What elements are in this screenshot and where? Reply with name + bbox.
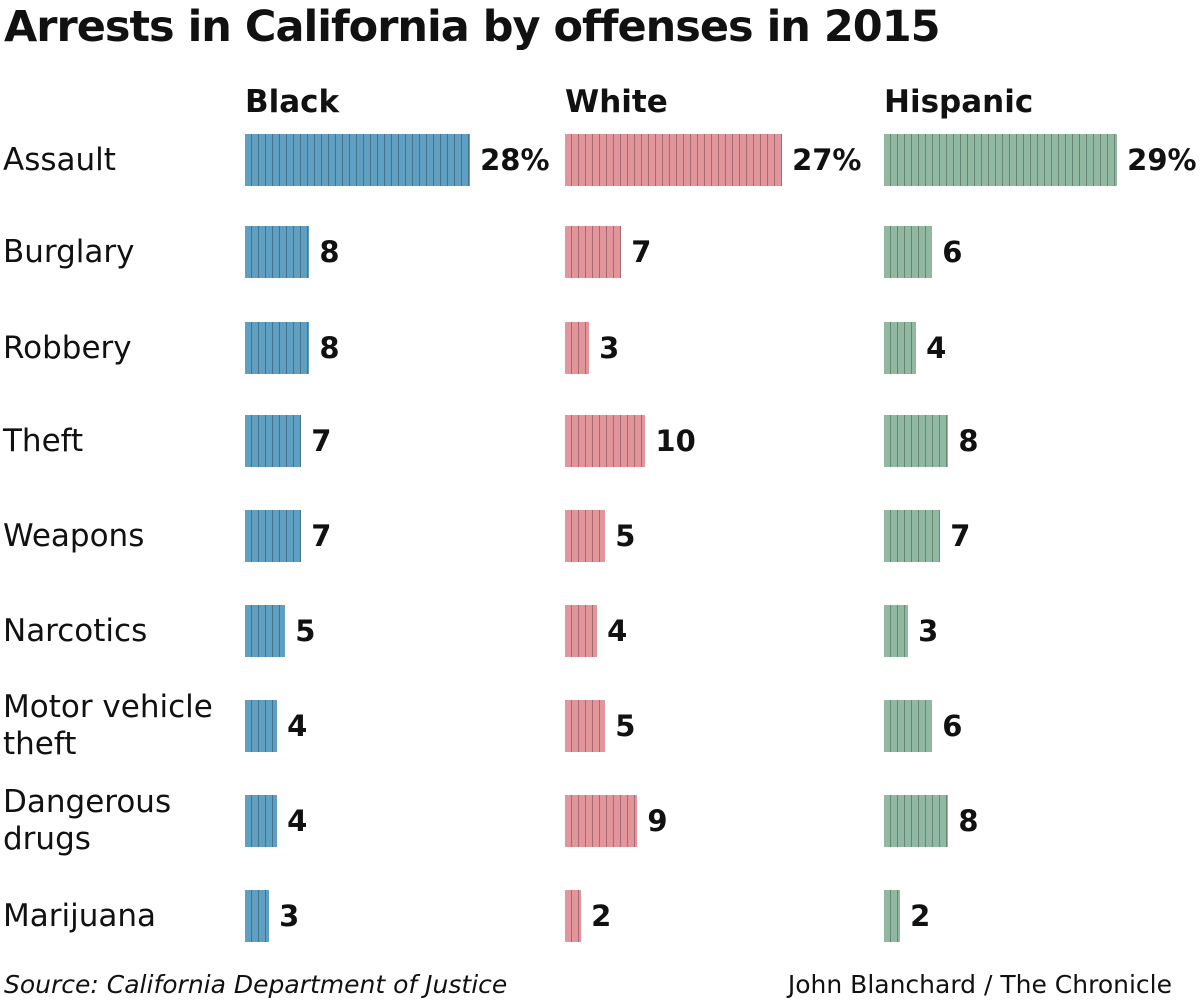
bar bbox=[245, 134, 471, 186]
value-label: 4 bbox=[926, 331, 947, 365]
category-label: Narcotics bbox=[3, 612, 148, 649]
value-label: 28% bbox=[480, 143, 550, 177]
bar bbox=[565, 415, 646, 467]
bar bbox=[245, 415, 302, 467]
bar bbox=[565, 795, 638, 847]
category-label: Robbery bbox=[3, 329, 132, 366]
category-label: Burglary bbox=[3, 233, 135, 270]
bar bbox=[245, 322, 310, 374]
bar bbox=[245, 700, 278, 752]
value-label: 7 bbox=[311, 424, 332, 458]
value-label: 5 bbox=[615, 709, 636, 743]
value-label: 4 bbox=[607, 614, 628, 648]
bar bbox=[884, 415, 949, 467]
value-label: 3 bbox=[918, 614, 939, 648]
bar bbox=[565, 890, 582, 942]
value-label: 3 bbox=[279, 899, 300, 933]
bar bbox=[565, 322, 590, 374]
value-label: 5 bbox=[295, 614, 316, 648]
bar bbox=[565, 605, 598, 657]
value-label: 8 bbox=[319, 331, 340, 365]
series-header: White bbox=[565, 84, 668, 120]
value-label: 29% bbox=[1127, 143, 1197, 177]
value-label: 8 bbox=[958, 424, 979, 458]
bar bbox=[245, 890, 270, 942]
value-label: 6 bbox=[942, 709, 963, 743]
bar bbox=[245, 510, 302, 562]
bar bbox=[884, 890, 901, 942]
bar bbox=[245, 605, 286, 657]
value-label: 5 bbox=[615, 519, 636, 553]
value-label: 7 bbox=[950, 519, 971, 553]
bar bbox=[884, 322, 917, 374]
bar bbox=[884, 700, 933, 752]
bar bbox=[884, 605, 909, 657]
bar bbox=[565, 134, 783, 186]
value-label: 2 bbox=[591, 899, 612, 933]
category-label: Theft bbox=[3, 422, 84, 459]
bar bbox=[884, 795, 949, 847]
series-header: Hispanic bbox=[884, 84, 1034, 120]
bar bbox=[884, 226, 933, 278]
bar bbox=[565, 700, 606, 752]
bar bbox=[565, 226, 622, 278]
value-label: 7 bbox=[311, 519, 332, 553]
category-label: Dangerous drugs bbox=[3, 784, 172, 857]
category-label: Weapons bbox=[3, 517, 145, 554]
category-label: Assault bbox=[3, 141, 116, 178]
value-label: 9 bbox=[647, 804, 668, 838]
value-label: 27% bbox=[792, 143, 862, 177]
credit: John Blanchard / The Chronicle bbox=[787, 970, 1172, 999]
value-label: 3 bbox=[599, 331, 620, 365]
value-label: 4 bbox=[287, 804, 308, 838]
value-label: 2 bbox=[910, 899, 931, 933]
value-label: 7 bbox=[631, 235, 652, 269]
bar bbox=[565, 510, 606, 562]
bar bbox=[245, 226, 310, 278]
value-label: 10 bbox=[655, 424, 696, 458]
series-header: Black bbox=[245, 84, 340, 120]
chart-title: Arrests in California by offenses in 201… bbox=[4, 2, 941, 52]
bar bbox=[884, 134, 1118, 186]
source: Source: California Department of Justice bbox=[4, 970, 508, 999]
value-label: 6 bbox=[942, 235, 963, 269]
category-label: Marijuana bbox=[3, 897, 157, 934]
bar bbox=[884, 510, 941, 562]
value-label: 4 bbox=[287, 709, 308, 743]
category-label: Motor vehicle theft bbox=[3, 689, 213, 762]
value-label: 8 bbox=[319, 235, 340, 269]
value-label: 8 bbox=[958, 804, 979, 838]
bar bbox=[245, 795, 278, 847]
